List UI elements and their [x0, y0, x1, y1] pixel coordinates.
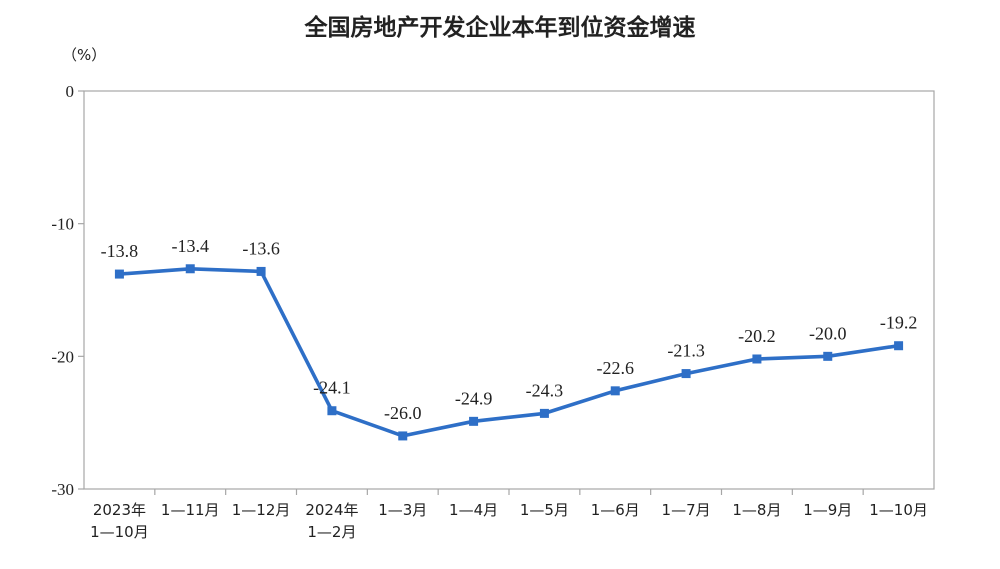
- y-tick-label: 0: [66, 82, 75, 101]
- x-tick-label: 1—5月: [520, 501, 569, 519]
- x-tick-label: 1—3月: [378, 501, 427, 519]
- x-tick-label: 1—8月: [732, 501, 781, 519]
- data-point: [114, 269, 124, 279]
- chart-title: 全国房地产开发企业本年到位资金增速: [304, 15, 696, 41]
- x-tick-label: 1—4月: [449, 501, 498, 519]
- data-label: -20.2: [738, 326, 776, 346]
- x-tick-label: 2024年: [305, 501, 358, 519]
- data-point: [256, 266, 266, 276]
- x-tick-label: 1—12月: [232, 501, 291, 519]
- x-tick-label: 1—7月: [662, 501, 711, 519]
- data-label: -19.2: [880, 313, 918, 333]
- data-point: [185, 264, 195, 274]
- data-point: [752, 354, 762, 364]
- data-point: [681, 369, 691, 379]
- x-tick-label: 1—2月: [307, 523, 356, 541]
- data-label: -13.4: [172, 236, 210, 256]
- y-tick-label: -10: [51, 215, 74, 234]
- x-tick-label: 1—11月: [161, 501, 220, 519]
- data-label: -24.3: [526, 380, 564, 400]
- data-label: -13.6: [242, 238, 280, 258]
- x-tick-label: 1—10月: [869, 501, 928, 519]
- x-tick-label: 2023年: [93, 501, 146, 519]
- data-point: [823, 351, 833, 361]
- x-tick-label: 1—6月: [591, 501, 640, 519]
- x-tick-label: 1—9月: [803, 501, 852, 519]
- data-label: -13.8: [101, 241, 139, 261]
- y-axis-unit: （%）: [62, 46, 107, 64]
- data-point: [398, 431, 408, 441]
- data-label: -24.9: [455, 388, 493, 408]
- data-point: [610, 386, 620, 396]
- data-point: [539, 408, 549, 418]
- data-label: -21.3: [667, 341, 705, 361]
- series-line: [119, 266, 899, 438]
- data-point: [894, 341, 904, 351]
- data-label: -22.6: [597, 358, 635, 378]
- x-tick-label: 1—10月: [90, 523, 149, 541]
- data-label: -24.1: [313, 378, 351, 398]
- y-tick-label: -30: [51, 480, 74, 499]
- data-label: -20.0: [809, 323, 847, 343]
- data-point: [327, 406, 337, 416]
- plot-area-frame: [83, 90, 935, 490]
- data-label: -26.0: [384, 403, 422, 423]
- data-point: [469, 416, 479, 426]
- y-tick-label: -20: [51, 347, 74, 366]
